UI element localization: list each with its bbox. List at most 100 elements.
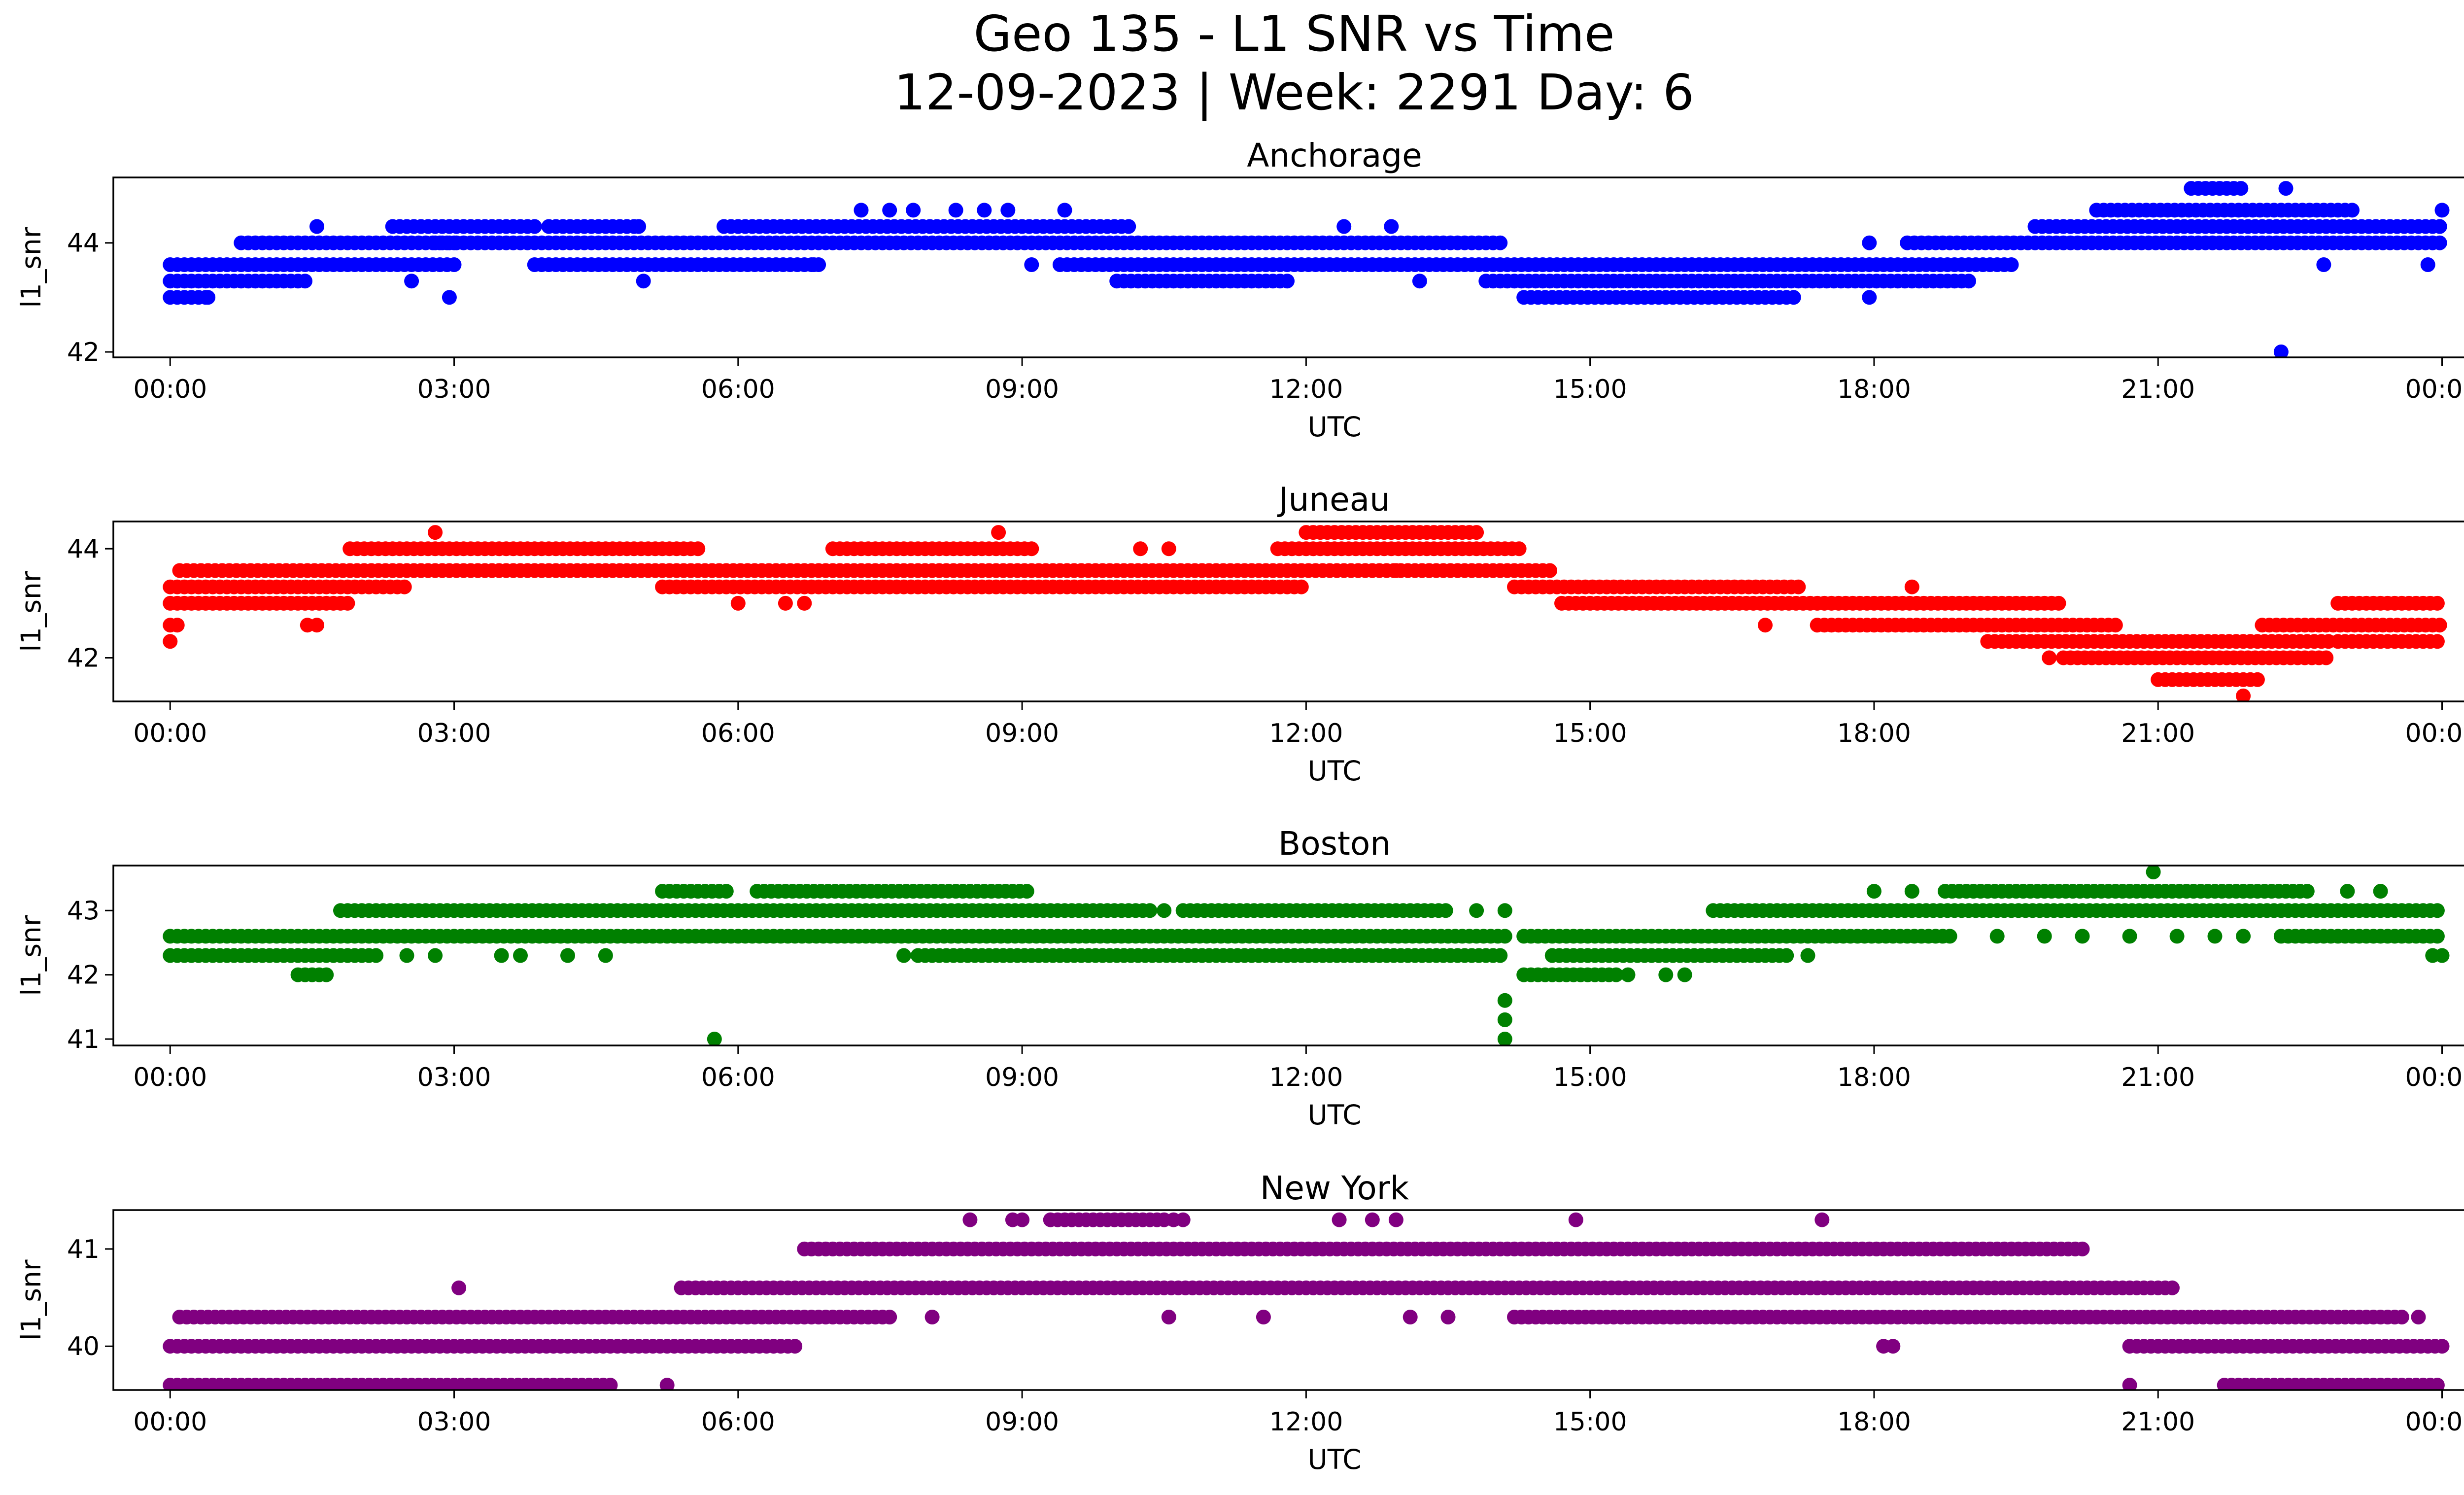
data-point — [2430, 634, 2445, 649]
data-point — [1057, 203, 1072, 218]
data-point — [1388, 563, 1403, 578]
x-axis-label: UTC — [1307, 411, 1361, 443]
data-series — [163, 1212, 2450, 1390]
data-point — [1142, 903, 1158, 918]
x-tick-label: 18:00 — [1837, 1063, 1911, 1092]
data-point — [201, 290, 216, 305]
axes-frame — [112, 865, 2464, 1046]
data-point — [1440, 1310, 1456, 1324]
data-point — [1800, 948, 1815, 963]
data-point — [2075, 929, 2090, 944]
data-point — [1024, 257, 1039, 272]
data-point — [309, 618, 324, 633]
x-tick-label: 15:00 — [1553, 1407, 1627, 1437]
x-tick-label: 18:00 — [1837, 1407, 1911, 1437]
data-point — [1885, 1339, 1901, 1354]
data-point — [1388, 1212, 1403, 1227]
data-point — [882, 203, 897, 218]
data-point — [1497, 929, 1512, 944]
data-point — [428, 525, 443, 540]
y-axis-label: l1_snr — [15, 1259, 47, 1340]
data-point — [631, 219, 647, 234]
data-point — [1438, 903, 1453, 918]
data-point — [1280, 274, 1295, 289]
data-point — [2432, 235, 2447, 250]
data-point — [1024, 541, 1039, 556]
data-point — [1568, 1212, 1583, 1227]
x-tick-label: 12:00 — [1269, 375, 1343, 404]
y-tick-label: 44 — [67, 534, 100, 564]
data-point — [1412, 274, 1427, 289]
data-point — [1904, 884, 1919, 899]
data-point — [719, 884, 734, 899]
data-series — [163, 866, 2450, 1045]
data-point — [1256, 1310, 1271, 1324]
data-point — [882, 1310, 897, 1324]
data-point — [340, 595, 355, 611]
data-point — [298, 274, 312, 289]
data-point — [1866, 884, 1882, 899]
x-tick-label: 18:00 — [1837, 719, 1911, 748]
data-point — [778, 595, 793, 611]
data-point — [707, 1032, 722, 1045]
data-point — [1497, 1012, 1512, 1027]
data-point — [1403, 1310, 1418, 1324]
data-point — [2434, 203, 2450, 218]
x-tick-label: 21:00 — [2121, 375, 2195, 404]
data-point — [428, 948, 443, 963]
x-tick-label: 00:00 — [2405, 1063, 2464, 1092]
data-point — [924, 1310, 940, 1324]
data-point — [1904, 579, 1919, 594]
data-point — [1497, 993, 1512, 1008]
data-point — [797, 595, 812, 611]
data-point — [806, 257, 821, 272]
figure-title-line-1: Geo 135 - L1 SNR vs Time — [974, 5, 1615, 63]
data-point — [2345, 203, 2360, 218]
data-point — [1779, 948, 1794, 963]
data-point — [319, 967, 334, 982]
x-tick-label: 09:00 — [985, 719, 1059, 748]
data-point — [896, 948, 911, 963]
data-point — [690, 541, 706, 556]
data-series — [163, 525, 2447, 701]
y-tick-label: 42 — [67, 644, 100, 673]
x-tick-label: 00:00 — [133, 1407, 207, 1437]
data-point — [2316, 257, 2331, 272]
data-point — [2146, 866, 2161, 879]
data-point — [1365, 1212, 1380, 1227]
data-point — [163, 634, 178, 649]
data-point — [1961, 274, 1976, 289]
data-point — [2273, 344, 2289, 357]
subplot-4: New York 00:00 03:00 06:00 09:00 12:00 15:00 18… — [15, 1169, 2464, 1475]
data-point — [659, 1378, 675, 1390]
data-point — [977, 203, 992, 218]
data-point — [730, 595, 746, 611]
y-axis-label: l1_snr — [15, 571, 47, 652]
data-point — [1497, 903, 1512, 918]
x-tick-label: 00:00 — [133, 719, 207, 748]
y-tick-label: 43 — [67, 896, 100, 926]
data-point — [2122, 929, 2137, 944]
data-point — [1422, 563, 1437, 578]
subplot-title: Boston — [1278, 825, 1391, 863]
x-tick-label: 00:00 — [133, 1063, 207, 1092]
x-tick-label: 00:00 — [2405, 375, 2464, 404]
data-point — [2042, 650, 2057, 665]
data-point — [170, 618, 185, 633]
data-point — [1469, 903, 1484, 918]
data-point — [2299, 884, 2315, 899]
data-point — [2278, 181, 2293, 196]
data-point — [2037, 929, 2052, 944]
x-tick-label: 18:00 — [1837, 375, 1911, 404]
data-point — [2122, 1378, 2137, 1390]
x-tick-label: 15:00 — [1553, 719, 1627, 748]
data-point — [1175, 1212, 1191, 1227]
data-point — [2411, 1310, 2426, 1324]
data-point — [1658, 967, 1674, 982]
data-point — [1161, 541, 1176, 556]
data-point — [1000, 203, 1016, 218]
subplot-1: Anchorage 00:00 03:00 06:00 09:00 12:00 15:00 1… — [15, 137, 2464, 443]
data-point — [309, 219, 324, 234]
axes-frame — [112, 176, 2464, 358]
